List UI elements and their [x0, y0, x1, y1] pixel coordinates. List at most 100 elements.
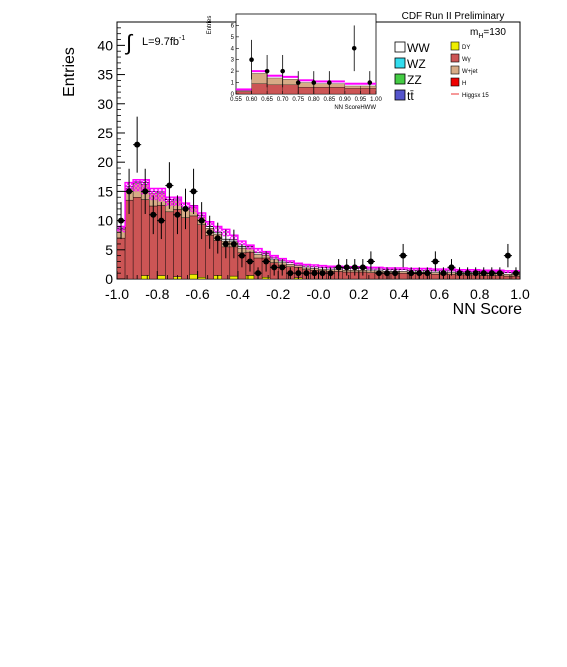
uncertainty-bin-22: [294, 263, 303, 266]
data-point-48: [504, 252, 511, 259]
ytick-label-6: 30: [97, 96, 113, 112]
uncertainty-bin-21: [286, 260, 295, 264]
bar-wjet-39: [431, 272, 440, 275]
uncertainty-bin-23: [302, 264, 311, 267]
xtick-label-9: 0.8: [470, 286, 490, 302]
data-point-44: [472, 270, 479, 277]
inset-xlabel: NN ScoreHWW: [334, 105, 376, 111]
legend-swatch-left-1: [394, 57, 406, 69]
inset-bar-top-2: [266, 77, 283, 86]
ytick-label-7: 35: [97, 67, 113, 83]
ytick-label-0: 0: [105, 271, 113, 287]
bar-dy-18: [261, 277, 271, 280]
legend-swatch-right-0: [450, 41, 460, 51]
legend-swatch-left-3: [394, 89, 406, 101]
data-point-43: [464, 270, 471, 277]
inset-bar-top-8: [360, 85, 377, 89]
data-point-13: [222, 240, 229, 247]
mass-label: mH=130: [470, 27, 506, 40]
inset-xtick-label-0: 0.55: [230, 97, 242, 103]
inset-ytick-label-3: 3: [231, 58, 235, 64]
bar-dy-9: [189, 274, 198, 280]
experiment-title: CDF Run II Preliminary: [402, 11, 505, 22]
data-point-49: [512, 270, 519, 277]
legend-label-left-3: tt̄: [407, 89, 414, 103]
bar-dy-14: [229, 275, 239, 280]
uncertainty-bin-17: [254, 248, 263, 253]
data-point-47: [496, 270, 503, 277]
inset-ytick-label-4: 4: [231, 46, 235, 52]
bar-wjet-48: [503, 274, 513, 277]
data-point-41: [448, 264, 455, 271]
data-point-29: [351, 264, 358, 271]
bar-dy-16: [245, 275, 255, 280]
inset-x-ticks: 0.55 0.60 0.65 0.70 0.75 0.80 0.85 0.90 0.95 1.00: [230, 91, 382, 103]
inset-ytick-label-2: 2: [231, 69, 235, 75]
data-point-31: [367, 258, 374, 265]
bar-wjet-35: [398, 271, 408, 274]
inset-xtick-label-9: 1.00: [370, 97, 382, 103]
legend-swatch-right-3: [450, 77, 460, 87]
data-point-16: [246, 258, 253, 265]
data-point-26: [327, 270, 334, 277]
ytick-label-2: 10: [97, 213, 113, 229]
inset-point-6: [351, 45, 357, 51]
legend-label-right-2: W+jet: [462, 69, 478, 75]
bar-dy-10: [197, 277, 206, 280]
data-point-19: [271, 264, 278, 271]
uncertainty-bin-24: [310, 264, 319, 268]
data-point-21: [287, 270, 294, 277]
luminosity-text: L=9.7fb-1: [142, 35, 185, 48]
main-x-ticks: -1.0 -0.8 -0.6 -0.4 -0.2 -0.0 0.2 0.4 0.6 0.8 1.0: [105, 271, 530, 302]
data-point-1: [126, 188, 133, 195]
bar-w-9: [189, 215, 198, 275]
data-point-20: [279, 264, 286, 271]
inset-point-4: [311, 80, 317, 85]
bar-wjet-17: [253, 254, 263, 259]
data-point-35: [400, 252, 407, 259]
ytick-label-8: 40: [97, 37, 113, 53]
xtick-label-8: 0.6: [430, 286, 450, 302]
xtick-label-0: -1.0: [105, 286, 129, 302]
legend-swatch-right-2: [450, 65, 460, 75]
data-point-28: [343, 264, 350, 271]
data-point-46: [488, 270, 495, 277]
data-point-15: [238, 252, 245, 259]
legend: WW WZ ZZ tt̄ DY Wγ W+jet H Higgsx 15: [394, 41, 489, 103]
inset-point-2: [280, 68, 285, 74]
inset-xtick-label-1: 0.60: [246, 97, 258, 103]
main-y-ticks: 0 5 10 15 20 25 30 35 40: [97, 21, 125, 287]
inset-bar-base-1: [251, 83, 268, 95]
data-point-36: [408, 270, 415, 277]
inset-bar-base-0: [235, 91, 252, 95]
data-point-8: [182, 205, 189, 212]
data-point-12: [214, 235, 221, 242]
data-point-32: [375, 270, 382, 277]
data-point-40: [440, 270, 447, 277]
xtick-label-3: -0.4: [226, 286, 250, 302]
inset-bar-top-4: [298, 82, 314, 88]
data-point-2: [134, 141, 141, 148]
legend-swatch-right-1: [450, 53, 460, 63]
uncertainty-bin-48: [503, 270, 512, 274]
bar-w-31: [366, 272, 376, 280]
inset-y-ticks: 0 1 2 3 4 5 6: [231, 23, 239, 98]
inset-xtick-label-3: 0.70: [277, 97, 289, 103]
bar-w-35: [398, 272, 408, 280]
data-point-34: [392, 270, 399, 277]
inset-bar-top-3: [282, 78, 299, 86]
data-point-23: [303, 270, 310, 277]
data-point-9: [190, 188, 197, 195]
data-point-5: [158, 217, 165, 224]
data-point-37: [416, 270, 423, 277]
legend-label-right-3: H: [462, 81, 466, 87]
inset-bar-base-7: [344, 88, 361, 95]
xtick-label-5: -0.0: [306, 286, 330, 302]
inset-bar-top-1: [251, 73, 268, 84]
inset-bar-top-7: [344, 85, 361, 89]
legend-label-left-0: WW: [407, 41, 430, 55]
inset-bar-top-6: [329, 83, 346, 88]
xtick-label-7: 0.4: [389, 286, 409, 302]
